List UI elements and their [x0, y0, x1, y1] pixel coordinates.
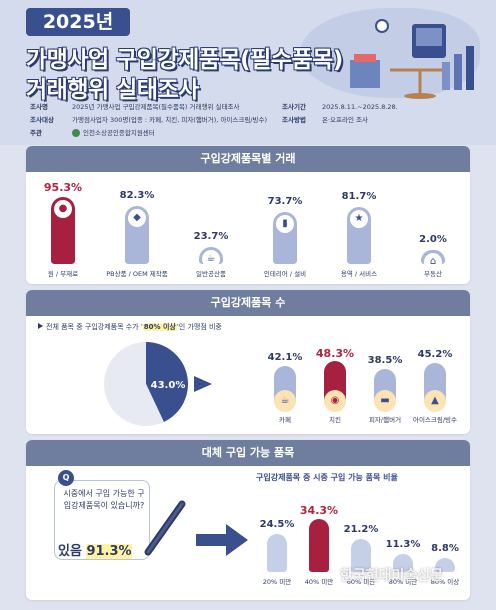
- triangle-bullet-icon: [38, 323, 43, 329]
- info-key: 조사방법: [282, 116, 306, 124]
- subtitle-emphasis: 80% 이상: [142, 323, 177, 331]
- info-value: 2025년 가맹사업 구입강제품목(필수품목) 거래행위 실태조사: [72, 103, 240, 111]
- org-logo-icon: [72, 129, 80, 137]
- info-key: 조사명: [30, 103, 48, 111]
- category-label: 카페: [279, 416, 291, 424]
- value-label: 21.2%: [343, 524, 379, 536]
- value-label: 82.3%: [119, 190, 155, 202]
- paint-roller-icon: ▮: [276, 215, 294, 234]
- tag-icon: ◆: [128, 209, 146, 228]
- org-name: 인천소상공인종합지원센터: [83, 129, 155, 137]
- chart-subtitle: 구입강제품목 중 시중 구입 가능 품목 비율: [256, 473, 398, 482]
- pie-chart: 43.0%: [104, 342, 212, 426]
- shaved-ice-icon: ▲: [424, 390, 446, 412]
- info-row: 조사대상 가맹점사업자 300명(업종 : 카페, 치킨, 피자(햄버거), 아…: [30, 115, 466, 125]
- section-card-count: 구입강제품목 수: [26, 290, 470, 434]
- subtitle-pre: 전체 품목 중 구입강제품목 수가 ': [46, 323, 143, 331]
- category-label: 아이스크림/빙수: [412, 416, 458, 424]
- category-label: 20% 미만: [262, 578, 292, 586]
- arrow-right-icon: [196, 524, 248, 556]
- value-label: 23.7%: [193, 231, 229, 243]
- answer-label: 있음: [58, 544, 87, 559]
- category-label: 일반공산품: [196, 270, 226, 278]
- watermark: 한국현대미술신문: [340, 568, 444, 584]
- section-heading: 구입강제품목 수: [26, 290, 470, 316]
- page-title-line2: 거래행위 실태조사: [26, 77, 199, 103]
- info-row: 조사명 2025년 가맹사업 구입강제품목(필수품목) 거래행위 실태조사 조사…: [30, 102, 466, 112]
- question-text: 시중에서 구입 가능한 구입강제품목이 있습니까?: [63, 489, 145, 510]
- category-label: 원 / 부재료: [47, 270, 79, 278]
- pie-slice: [146, 342, 188, 423]
- value-label: 81.7%: [341, 190, 377, 202]
- stars-icon: ★: [350, 209, 368, 228]
- answer-text: 있음 91.3%: [58, 540, 154, 559]
- info-key: 조사대상: [30, 116, 54, 124]
- house-icon: ⌂: [424, 253, 442, 271]
- category-label: 80% 이상: [430, 578, 460, 586]
- chart-subtitle: 전체 품목 중 구입강제품목 수가 '80% 이상'인 가맹점 비중: [38, 322, 222, 332]
- value-label: 48.3%: [315, 346, 355, 360]
- subtitle-post: '인 가맹점 비중: [176, 323, 222, 331]
- category-label: 60% 미만: [346, 578, 376, 586]
- arrow-right-icon: [194, 376, 212, 392]
- question-badge: Q: [58, 470, 74, 486]
- page-title-line1: 가맹사업 구입강제품목(필수품목): [26, 47, 343, 73]
- category-label: 80% 미만: [388, 578, 418, 586]
- info-value: 2025.8.11.~2025.8.28.: [322, 103, 398, 111]
- coffee-beans-icon: ●: [54, 200, 72, 219]
- section-heading: 대체 구입 가능 품목: [26, 440, 470, 466]
- pie-value-label: 43.0%: [151, 380, 186, 391]
- chart-availability-ratio: 24.5% 20% 미만 34.3% 40% 미만 21.2% 60% 미만 11.3% 80…: [256, 490, 466, 590]
- category-label: 40% 미만: [304, 578, 334, 586]
- value-label: 8.8%: [431, 543, 459, 555]
- bar: [309, 518, 329, 572]
- year-badge: 2025년: [26, 8, 130, 36]
- info-row: 주관 인천소상공인종합지원센터: [30, 128, 466, 138]
- info-key: 조사기간: [282, 103, 306, 111]
- pie-slice: [104, 342, 164, 426]
- value-label: 95.3%: [43, 181, 83, 195]
- value-label: 73.7%: [267, 196, 303, 208]
- category-label: 피자/햄버거: [368, 416, 402, 424]
- category-label: PB상품 / OEM 제작품: [106, 270, 168, 278]
- cup-icon: ☕: [202, 250, 220, 269]
- value-label: 11.3%: [385, 539, 421, 551]
- category-label: 치킨: [329, 416, 341, 424]
- bar: [435, 558, 455, 572]
- section-heading: 구입강제품목별 거래: [26, 146, 470, 172]
- bar: [393, 554, 413, 572]
- info-value: 가맹점사업자 300명(업종 : 카페, 치킨, 피자(햄버거), 아이스크림/…: [72, 116, 268, 124]
- header-illustration-icons: [350, 19, 474, 99]
- chart-industry-share: 42.1% ☕ 카페 48.3% ◉ 치킨 38.5% ▬ 피자/햄버거 45.2% ▲ 아이스크림/…: [260, 336, 460, 428]
- info-value: 온·오프라인 조사: [322, 116, 368, 124]
- burger-icon: ▬: [374, 390, 396, 412]
- category-label: 부동산: [424, 270, 442, 278]
- value-label: 42.1%: [267, 352, 303, 364]
- answer-value: 91.3%: [86, 544, 132, 559]
- cup-icon: ☕: [274, 390, 296, 412]
- section-card-items: 구입강제품목별 거래 95.3% ● 원 / 부재료 82.3% ◆ PB상품 / OEM…: [26, 146, 470, 284]
- category-label: 용역 / 서비스: [340, 270, 378, 278]
- value-label: 2.0%: [419, 234, 447, 245]
- pen-icon: [144, 500, 186, 556]
- info-key: 주관: [30, 129, 42, 137]
- bar: [351, 539, 371, 572]
- value-label: 38.5%: [367, 355, 403, 367]
- bar: [267, 534, 287, 572]
- chicken-icon: ◉: [324, 390, 346, 412]
- value-label: 45.2%: [417, 349, 453, 361]
- chart-items-by-type: 95.3% ● 원 / 부재료 82.3% ◆ PB상품 / OEM 제작품 23.7% ☕ 일…: [26, 172, 470, 284]
- value-label: 24.5%: [259, 519, 295, 531]
- info-value: 인천소상공인종합지원센터: [72, 128, 155, 138]
- value-label: 34.3%: [299, 503, 339, 517]
- category-label: 인테리어 / 설비: [263, 270, 307, 278]
- survey-info: 조사명 2025년 가맹사업 구입강제품목(필수품목) 거래행위 실태조사 조사…: [30, 98, 466, 142]
